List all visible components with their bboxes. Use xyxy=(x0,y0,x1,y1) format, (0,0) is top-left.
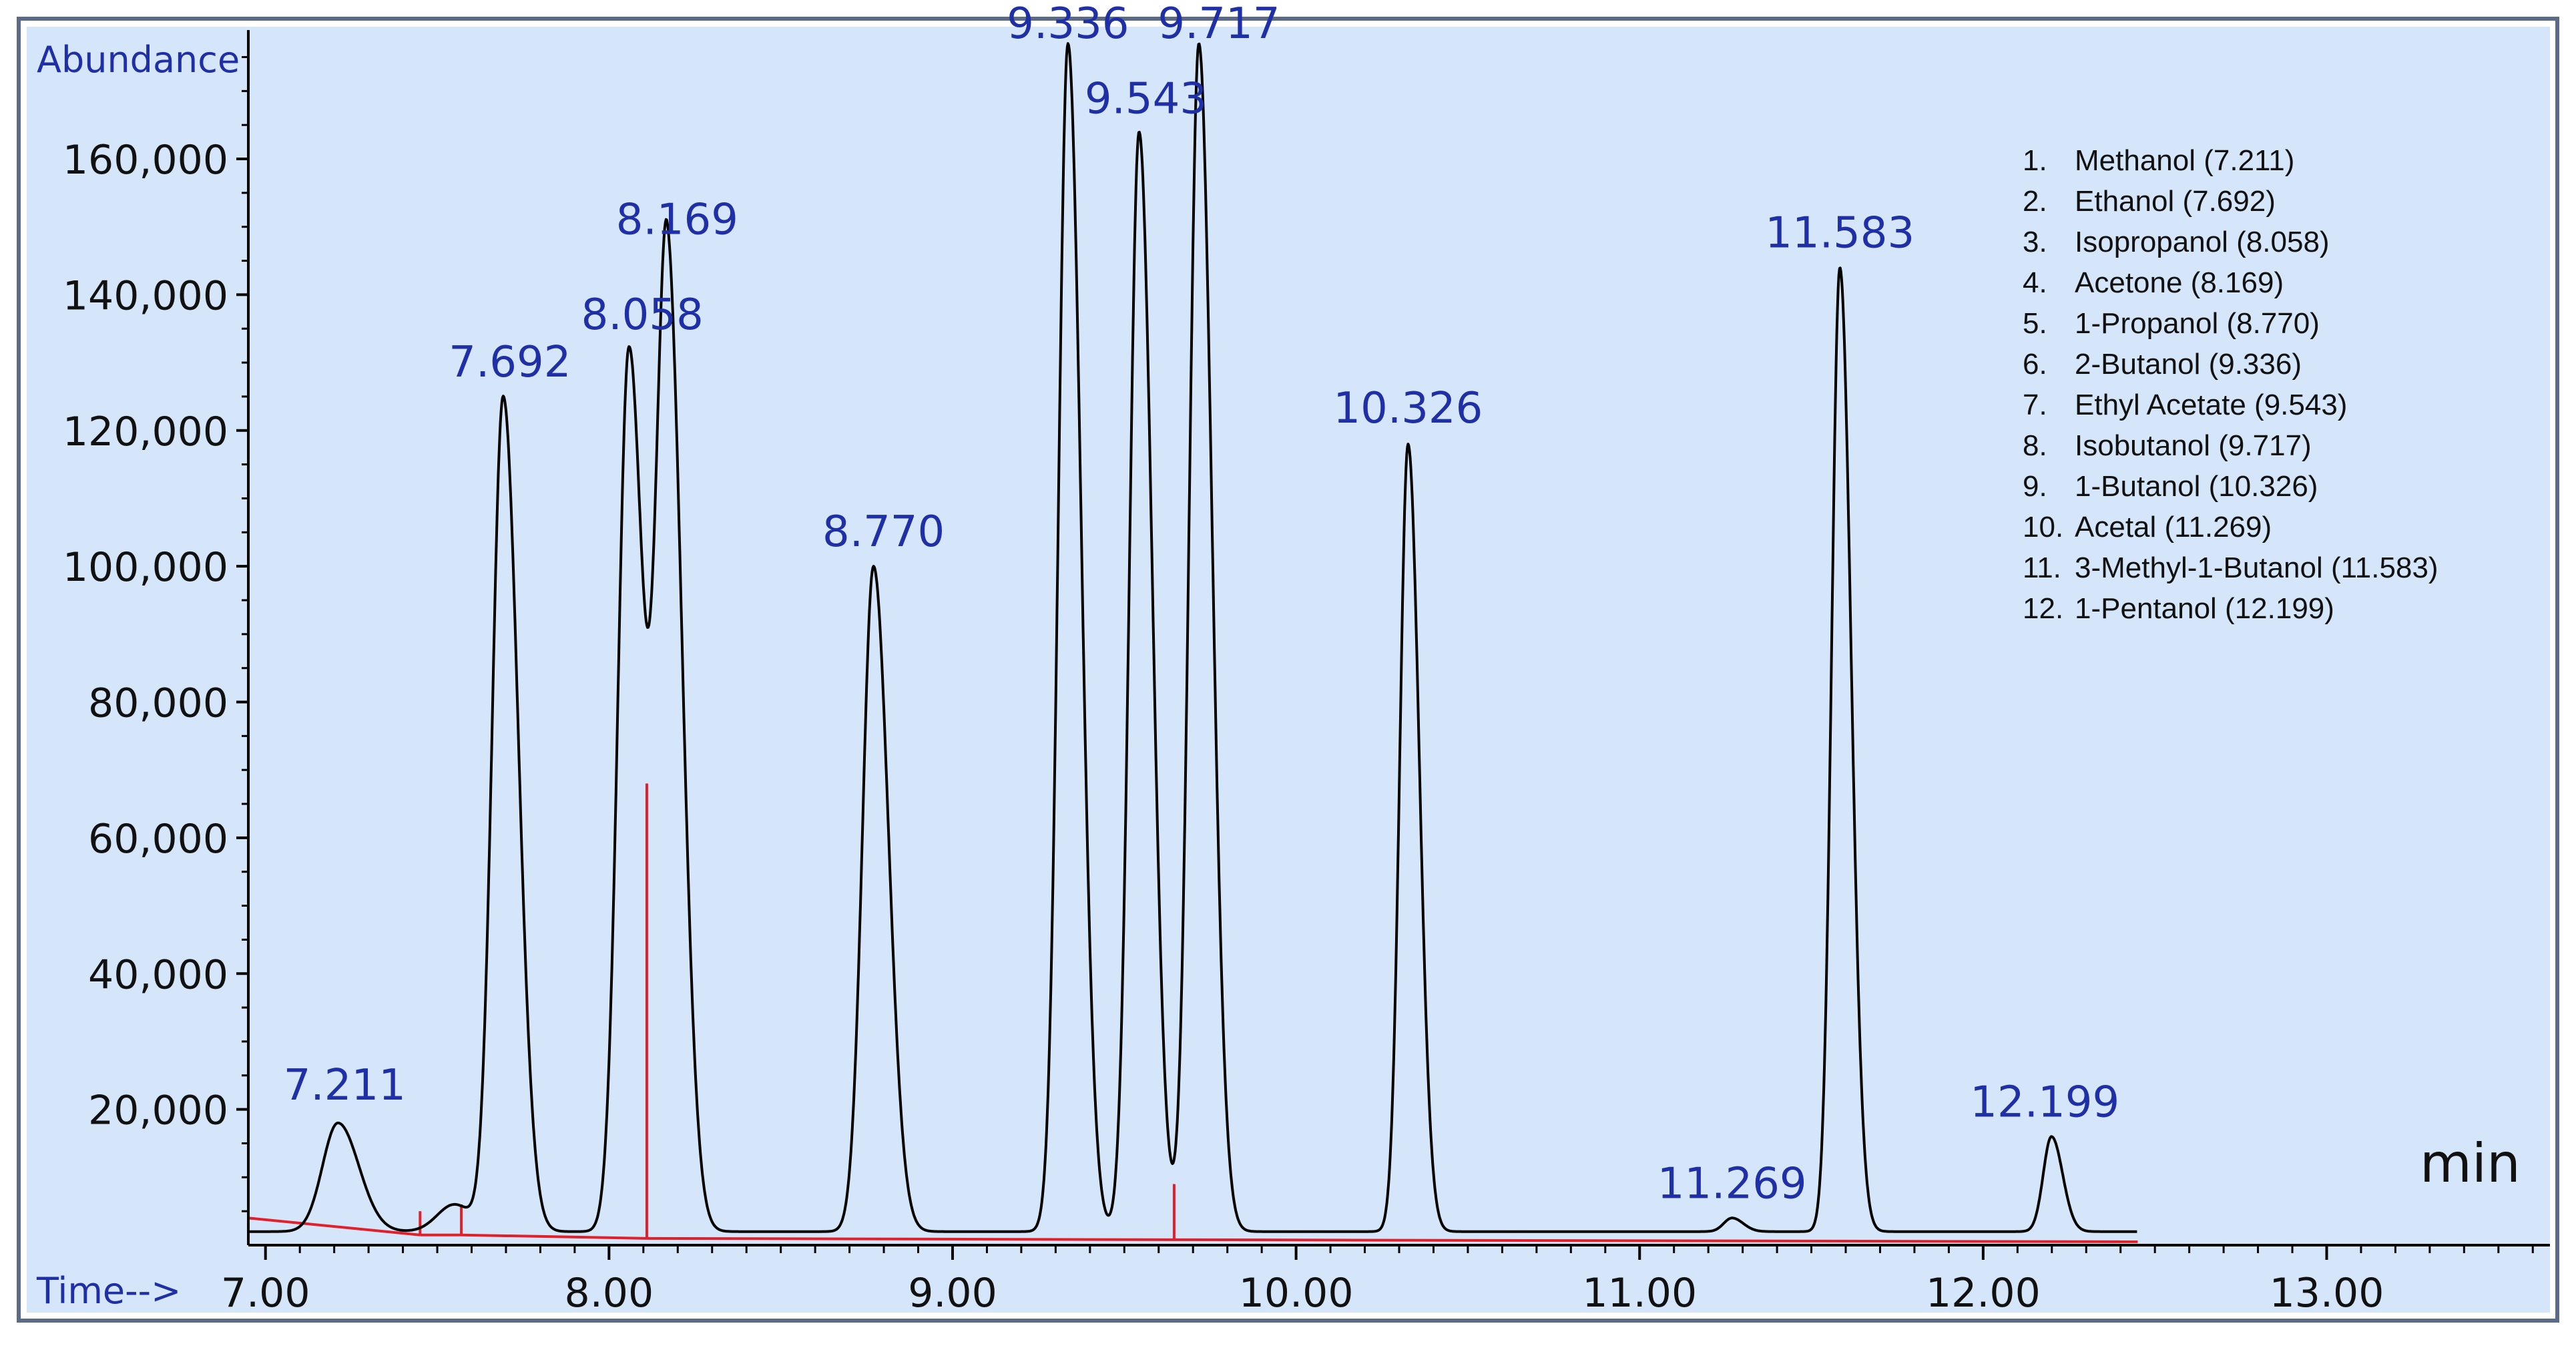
legend-entry: 3-Methyl-1-Butanol (11.583) xyxy=(2075,551,2438,584)
x-axis-title: Time--> xyxy=(36,1270,181,1312)
peak-label: 12.199 xyxy=(1970,1078,2119,1127)
y-tick-label: 40,000 xyxy=(88,951,228,998)
peak-label: 8.169 xyxy=(616,195,738,244)
x-tick-label: 8.00 xyxy=(565,1270,654,1317)
x-tick-label: 10.00 xyxy=(1239,1270,1354,1317)
legend-number: 4. xyxy=(2023,266,2047,299)
legend-entry: 2-Butanol (9.336) xyxy=(2075,348,2302,381)
trace-layer xyxy=(248,42,2138,1233)
y-tick-label: 120,000 xyxy=(63,409,228,455)
peak-label: 8.058 xyxy=(581,290,704,340)
peak-label: 9.543 xyxy=(1085,74,1207,124)
y-tick-label: 140,000 xyxy=(63,272,228,319)
legend-number: 9. xyxy=(2023,470,2047,503)
legend-number: 5. xyxy=(2023,307,2047,340)
y-tick-label: 20,000 xyxy=(88,1088,228,1134)
legend-entry: Acetone (8.169) xyxy=(2075,266,2284,299)
baseline-layer xyxy=(248,783,2138,1243)
peak-label: 9.717 xyxy=(1157,0,1280,49)
legend-number: 8. xyxy=(2023,429,2047,462)
chromatogram-trace xyxy=(248,42,2138,1233)
legend-number: 2. xyxy=(2023,185,2047,218)
legend-number: 1. xyxy=(2023,144,2047,177)
peak-label: 11.269 xyxy=(1657,1159,1807,1208)
integration-baseline xyxy=(461,1233,648,1240)
x-tick-label: 9.00 xyxy=(908,1270,997,1317)
integration-baseline xyxy=(646,1236,1176,1241)
legend-entry: Isopropanol (8.058) xyxy=(2075,226,2330,258)
peak-label: 7.211 xyxy=(284,1061,406,1110)
legend-entry: 1-Propanol (8.770) xyxy=(2075,307,2320,340)
legend-number: 10. xyxy=(2023,511,2063,543)
x-tick-label: 11.00 xyxy=(1582,1270,1697,1317)
y-tick-label: 100,000 xyxy=(63,544,228,591)
y-axis-title: Abundance xyxy=(37,39,240,81)
legend-number: 12. xyxy=(2023,592,2063,625)
legend-number: 7. xyxy=(2023,389,2047,421)
y-tick-label: 60,000 xyxy=(88,816,228,863)
peak-label: 7.692 xyxy=(449,338,571,387)
legend: 1. Methanol (7.211) 2. Ethanol (7.692) 3. Iso… xyxy=(2023,144,2438,625)
peak-label: 8.770 xyxy=(822,507,945,557)
legend-entry: 1-Pentanol (12.199) xyxy=(2075,592,2334,625)
legend-number: 3. xyxy=(2023,226,2047,258)
peak-label: 11.583 xyxy=(1765,209,1914,258)
integration-baseline xyxy=(248,1216,421,1236)
x-tick-label: 7.00 xyxy=(221,1270,310,1317)
peak-label: 10.326 xyxy=(1333,384,1483,433)
peak-label: 9.336 xyxy=(1007,0,1129,49)
x-tick-label: 12.00 xyxy=(1926,1270,2041,1317)
legend-entry: Isobutanol (9.717) xyxy=(2075,429,2312,462)
x-tick-label: 13.00 xyxy=(2270,1270,2384,1317)
y-tick-label: 80,000 xyxy=(88,680,228,727)
axis-layer: 20,000 40,000 60,000 80,000 100,000 120,000 14… xyxy=(63,30,2550,1317)
x-unit-label: min xyxy=(2420,1132,2521,1194)
legend-number: 11. xyxy=(2023,551,2061,584)
y-tick-label: 160,000 xyxy=(63,137,228,184)
plot-area xyxy=(27,27,2550,1313)
legend-number: 6. xyxy=(2023,348,2047,381)
legend-entry: Methanol (7.211) xyxy=(2075,144,2294,177)
legend-entry: 1-Butanol (10.326) xyxy=(2075,470,2318,503)
legend-entry: Ethyl Acetate (9.543) xyxy=(2075,389,2347,421)
legend-entry: Acetal (11.269) xyxy=(2075,511,2272,543)
integration-baseline xyxy=(1176,1238,2138,1243)
legend-entry: Ethanol (7.692) xyxy=(2075,185,2276,218)
